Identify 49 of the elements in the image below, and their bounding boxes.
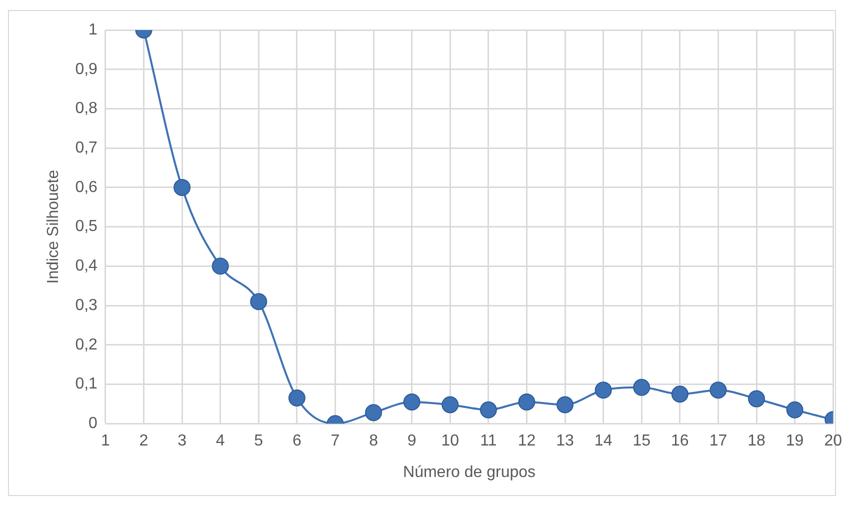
x-tick-label: 4 [216, 432, 225, 450]
y-tick-label: 0,1 [75, 376, 98, 393]
y-tick-label: 0,2 [75, 336, 98, 354]
x-tick-label: 10 [441, 432, 460, 450]
y-tick-label: 0,9 [75, 60, 98, 78]
x-tick-label: 11 [480, 432, 497, 450]
y-tick-label: 0 [88, 415, 98, 432]
point [671, 386, 688, 403]
point [250, 293, 268, 310]
x-tick-label: 19 [786, 432, 804, 450]
x-tick-label: 8 [369, 432, 378, 450]
x-tick-label: 5 [254, 432, 264, 450]
point [786, 401, 804, 418]
point [556, 396, 574, 414]
point [748, 390, 766, 408]
point [212, 258, 229, 275]
x-tick-label: 18 [748, 432, 766, 450]
y-tick-label: 0,4 [75, 258, 98, 275]
point [518, 393, 536, 410]
x-tick-label: 13 [556, 432, 574, 450]
x-tick-label: 1 [100, 432, 110, 450]
x-tick-label: 14 [594, 432, 612, 450]
x-tick-label: 2 [139, 432, 148, 450]
point [174, 178, 191, 196]
point [480, 401, 497, 418]
x-tick-label: 12 [518, 432, 536, 450]
point [365, 404, 382, 422]
y-tick-label: 0,6 [75, 178, 98, 196]
y-tick-label: 0,7 [75, 139, 98, 156]
x-tick-label: 20 [824, 432, 842, 450]
x-tick-label: 17 [709, 432, 728, 450]
point [594, 382, 612, 399]
point [403, 393, 420, 410]
point [442, 396, 459, 414]
x-tick-label: 3 [178, 432, 187, 450]
point [633, 378, 650, 396]
x-tick-label: 16 [671, 432, 689, 450]
x-axis-title: Número de grupos [403, 464, 536, 481]
y-axis-title: Indice Silhouete [45, 170, 62, 284]
x-tick-label: 6 [292, 432, 302, 450]
point [288, 390, 306, 407]
y-tick-label: 0,8 [75, 100, 98, 118]
x-tick-label: 9 [407, 432, 416, 450]
x-tick-label: 15 [632, 432, 651, 450]
y-tick-label: 0,5 [75, 218, 98, 236]
y-tick-label: 1 [88, 21, 98, 38]
point [710, 382, 727, 399]
y-tick-label: 0,3 [75, 296, 98, 314]
x-tick-label: 7 [330, 432, 340, 450]
